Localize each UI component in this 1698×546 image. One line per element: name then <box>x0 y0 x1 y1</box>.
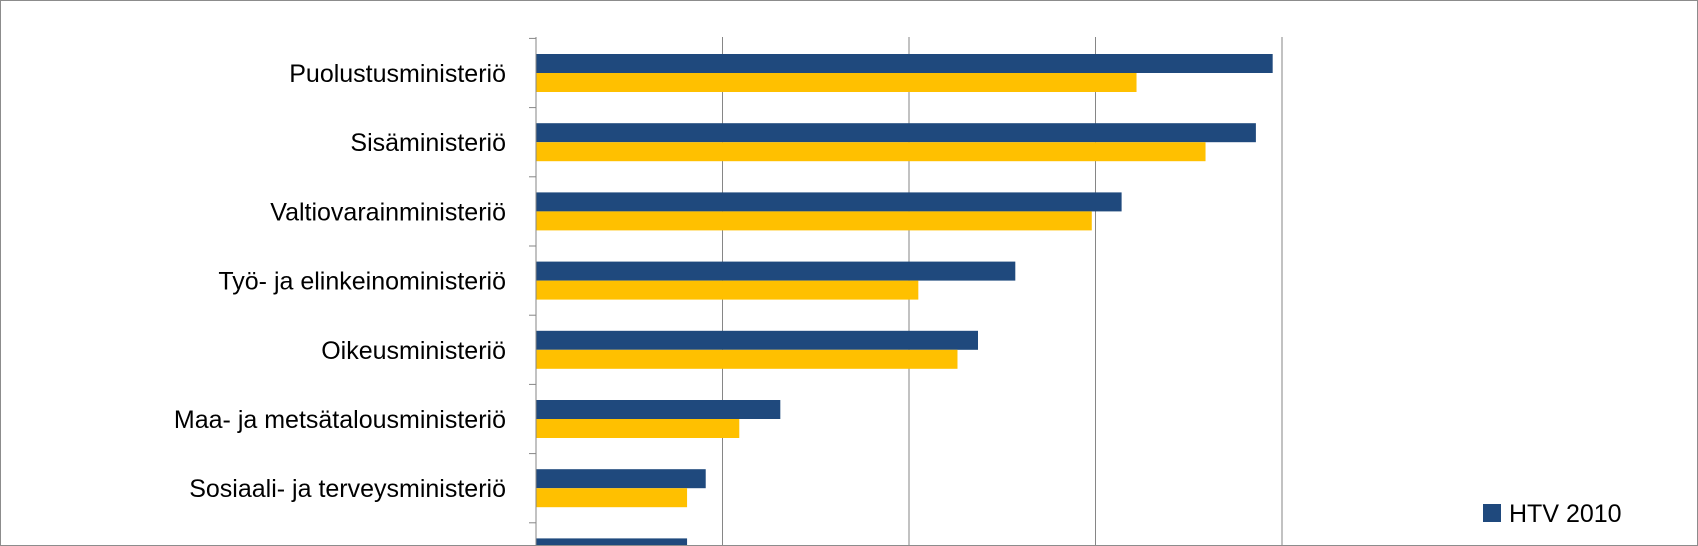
bar <box>536 280 919 300</box>
bar <box>536 211 1092 231</box>
bar <box>536 261 1016 281</box>
category-label: Maa- ja metsätalousministeriö <box>174 406 506 434</box>
bar <box>536 488 688 508</box>
bar <box>536 330 979 350</box>
bar <box>536 123 1256 143</box>
bar <box>536 538 688 545</box>
bar <box>536 73 1137 92</box>
category-label: Puolustusministeriö <box>289 60 506 88</box>
category-label: Opetus- ja kulttuuriministeriö <box>189 544 506 545</box>
legend-swatch <box>1483 504 1501 522</box>
category-label: Oikeusministeriö <box>321 337 506 365</box>
bar <box>536 400 781 419</box>
legend-label: HTV 2010 <box>1509 500 1622 528</box>
bars <box>536 54 1273 545</box>
bar <box>536 349 958 369</box>
category-label: Työ- ja elinkeinoministeriö <box>218 268 506 296</box>
category-axis <box>529 37 537 545</box>
bar <box>536 419 740 438</box>
category-label: Sisäministeriö <box>350 129 506 157</box>
bar <box>536 469 706 489</box>
bar <box>536 54 1273 73</box>
category-label: Valtiovarainministeriö <box>270 198 506 226</box>
category-label: Sosiaali- ja terveysministeriö <box>189 475 506 503</box>
bar <box>536 192 1122 212</box>
bar <box>536 142 1206 162</box>
legend: HTV 2010 <box>1483 500 1622 528</box>
category-labels: Puolustusministeriö Sisäministeriö Valtiov… <box>174 60 506 545</box>
